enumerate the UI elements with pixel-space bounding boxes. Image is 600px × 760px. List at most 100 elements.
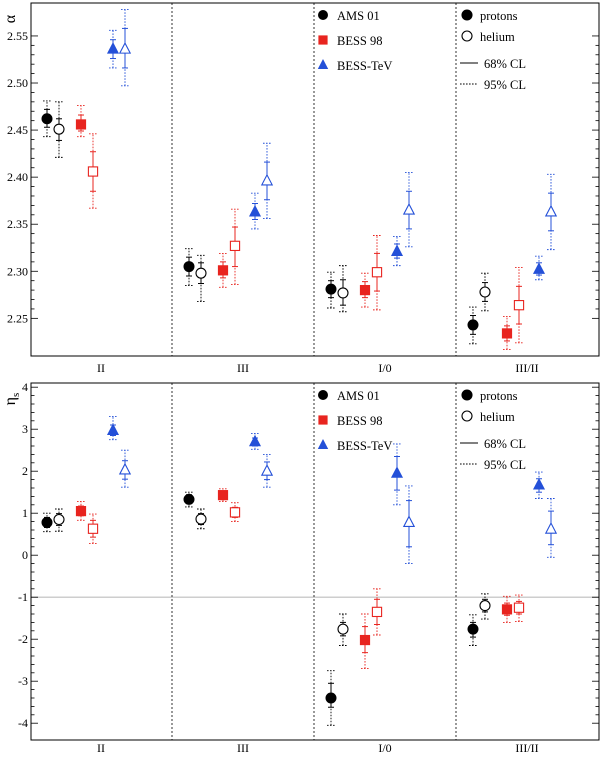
marker-triangle <box>544 204 558 217</box>
legend-label: protons <box>480 389 518 403</box>
y-tick-label: 4 <box>22 380 28 394</box>
y-tick-label: -1 <box>18 590 28 604</box>
legend-marker-triangle <box>317 59 329 69</box>
data-point <box>390 443 404 506</box>
legend-label: AMS 01 <box>337 9 380 23</box>
marker-triangle <box>248 434 262 447</box>
data-point <box>41 100 53 138</box>
data-point <box>260 453 274 488</box>
data-point <box>106 416 120 441</box>
data-point <box>532 471 546 499</box>
legend-label: 68% CL <box>484 57 526 71</box>
legend-label: protons <box>480 9 518 23</box>
marker-triangle <box>118 41 132 54</box>
marker-triangle <box>260 464 274 476</box>
marker-circle <box>195 267 207 279</box>
data-point <box>53 508 65 532</box>
marker-square <box>501 604 513 615</box>
legend-marker-triangle <box>317 439 329 449</box>
marker-circle <box>467 319 479 331</box>
marker-square <box>75 506 87 517</box>
marker-circle <box>337 287 349 299</box>
legend-label: helium <box>480 30 515 44</box>
marker-triangle <box>260 173 274 186</box>
legend-label: BESS-TeV <box>337 439 392 453</box>
marker-square <box>513 602 525 613</box>
marker-circle <box>479 286 491 298</box>
legend-label: BESS 98 <box>337 414 383 428</box>
data-point <box>359 613 371 670</box>
y-tick-label: 0 <box>22 548 28 562</box>
marker-square <box>229 507 241 518</box>
y-axis-label: α <box>2 14 19 23</box>
marker-triangle <box>106 423 120 435</box>
data-point <box>479 272 491 312</box>
data-point <box>217 252 229 288</box>
marker-square <box>359 285 371 296</box>
marker-triangle <box>402 202 416 215</box>
data-point <box>513 594 525 623</box>
legend-marker-circle <box>318 390 328 400</box>
category-label: II <box>97 361 105 375</box>
category-label: II <box>97 741 105 755</box>
legend-label: 95% CL <box>484 458 526 472</box>
data-point <box>229 208 241 285</box>
legend-marker-square <box>318 35 328 45</box>
data-point <box>337 613 349 646</box>
y-tick-label: 2.40 <box>7 170 28 184</box>
data-point <box>532 255 546 281</box>
data-point <box>75 500 87 521</box>
marker-circle <box>183 493 195 505</box>
category-label: III <box>237 361 249 375</box>
marker-circle <box>467 623 479 635</box>
legend-label: helium <box>480 410 515 424</box>
category-label: I/0 <box>378 741 391 755</box>
marker-triangle <box>402 515 416 527</box>
marker-triangle <box>532 262 546 274</box>
plot-frame <box>30 382 600 741</box>
category-label: III <box>237 741 249 755</box>
marker-triangle <box>390 244 404 257</box>
data-point <box>402 485 416 565</box>
marker-square <box>87 523 99 534</box>
marker-triangle <box>118 462 132 475</box>
y-tick-label: 2 <box>22 464 28 478</box>
plot-frame <box>30 2 600 357</box>
marker-triangle <box>106 42 120 54</box>
legend-label: BESS-TeV <box>337 59 392 73</box>
marker-square <box>513 300 525 311</box>
legend-label: BESS 98 <box>337 34 383 48</box>
marker-circle <box>337 623 349 635</box>
data-point <box>195 508 207 530</box>
data-point <box>325 271 337 309</box>
marker-triangle <box>532 477 546 490</box>
data-point <box>53 101 65 158</box>
marker-circle <box>53 123 65 135</box>
marker-square <box>229 240 241 252</box>
data-point <box>325 670 337 726</box>
marker-square <box>217 490 229 501</box>
data-point <box>248 192 262 230</box>
marker-square <box>371 606 383 618</box>
data-point <box>371 588 383 636</box>
legend-marker-particle <box>461 410 473 422</box>
marker-square <box>359 634 371 646</box>
data-point <box>118 449 132 488</box>
marker-circle <box>479 600 491 612</box>
marker-circle <box>325 692 337 704</box>
y-tick-label: 3 <box>22 422 28 436</box>
legend-marker-circle <box>318 10 328 20</box>
y-tick-label: 2.35 <box>7 217 28 231</box>
data-point <box>371 235 383 311</box>
data-point <box>195 254 207 302</box>
data-point <box>41 512 53 533</box>
data-point <box>544 498 558 558</box>
y-tick-label: 2.25 <box>7 311 28 325</box>
marker-square <box>501 328 513 339</box>
y-tick-label: 1 <box>22 506 28 520</box>
y-tick-label: -4 <box>18 716 28 730</box>
data-point <box>87 133 99 209</box>
